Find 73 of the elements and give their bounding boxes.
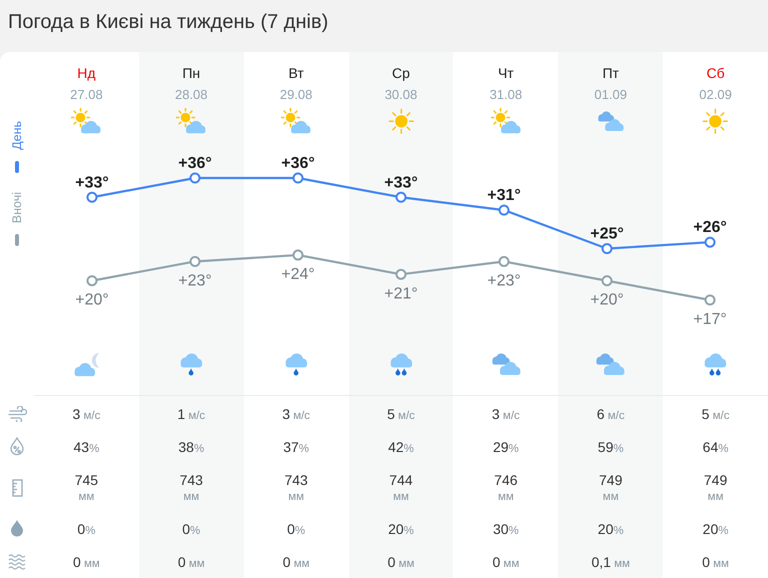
- text: 20%: [702, 520, 728, 536]
- point: [86, 275, 98, 286]
- text: 745 мм: [74, 472, 98, 502]
- point: [704, 236, 716, 248]
- point: [396, 268, 406, 280]
- text: 64%: [702, 438, 728, 454]
- x-tick-label: Нд 27.08: [70, 65, 103, 102]
- text: 0%: [287, 520, 306, 536]
- text: 38%: [178, 438, 204, 454]
- data-label: +23°: [178, 272, 212, 290]
- text: 0%: [182, 520, 200, 536]
- point: [396, 192, 406, 203]
- text: 0,1 мм: [591, 554, 630, 570]
- data-label: +24°: [281, 266, 315, 284]
- x-tick-label: Чт 31.08: [490, 65, 522, 102]
- text: 29%: [492, 438, 519, 454]
- text: 749 мм: [599, 472, 622, 502]
- x-tick-label: Ср 30.08: [384, 65, 418, 102]
- text: 0%: [77, 520, 96, 536]
- data-label: +23°: [487, 272, 521, 290]
- text: 59%: [598, 438, 624, 454]
- text: 0 мм: [492, 554, 520, 570]
- point: [704, 294, 716, 306]
- point: [86, 192, 98, 203]
- data-label: +31°: [487, 187, 521, 204]
- text: 3 м/с: [282, 406, 310, 422]
- data-label: +25°: [590, 226, 624, 243]
- point: [190, 256, 200, 267]
- text: 5 м/с: [702, 406, 730, 422]
- text: День: [10, 121, 24, 150]
- text: 30%: [492, 520, 519, 536]
- x-tick-label: Пн 28.08: [174, 65, 208, 102]
- text: 20%: [598, 520, 624, 536]
- data-label: +33°: [75, 174, 109, 192]
- x-tick-label: Сб 02.09: [699, 65, 732, 102]
- text: 3 м/с: [492, 406, 520, 422]
- point: [602, 275, 612, 286]
- text: 1 м/с: [177, 406, 206, 422]
- data-label: +36°: [281, 155, 315, 172]
- text: 42%: [388, 438, 414, 454]
- text: 744 мм: [389, 472, 413, 502]
- data-label: +17°: [693, 311, 727, 328]
- point: [292, 172, 304, 184]
- text: 37%: [283, 438, 310, 454]
- text: 0 мм: [178, 554, 205, 570]
- data-label: +33°: [384, 174, 418, 192]
- x-tick-label: Пт 01.09: [594, 65, 627, 102]
- text: 0 мм: [702, 554, 729, 570]
- chart-title: Погода в Києві на тиждень (7 днів): [8, 10, 328, 35]
- text: 749 мм: [704, 472, 728, 502]
- point: [602, 243, 612, 254]
- data-label: +21°: [384, 285, 418, 302]
- text: 0 мм: [73, 554, 100, 570]
- data-label: +36°: [178, 155, 212, 172]
- point: [292, 250, 304, 261]
- text: 0 мм: [388, 554, 414, 570]
- text: 0 мм: [282, 554, 310, 570]
- x-tick-label: Вт 29.08: [280, 65, 312, 102]
- text: 743 мм: [180, 472, 203, 502]
- point: [498, 256, 510, 267]
- text: 43%: [74, 438, 100, 454]
- text: 20%: [388, 520, 414, 536]
- data-label: +26°: [693, 219, 727, 236]
- text: 746 мм: [494, 472, 518, 502]
- text: 3 м/с: [72, 406, 100, 422]
- text: Вночі: [10, 192, 24, 224]
- point: [498, 204, 510, 216]
- text: 743 мм: [284, 472, 308, 502]
- text: 5 м/с: [387, 406, 415, 422]
- text: 6 м/с: [596, 406, 625, 422]
- data-label: +20°: [590, 292, 624, 309]
- data-label: +20°: [75, 292, 109, 309]
- point: [190, 172, 200, 184]
